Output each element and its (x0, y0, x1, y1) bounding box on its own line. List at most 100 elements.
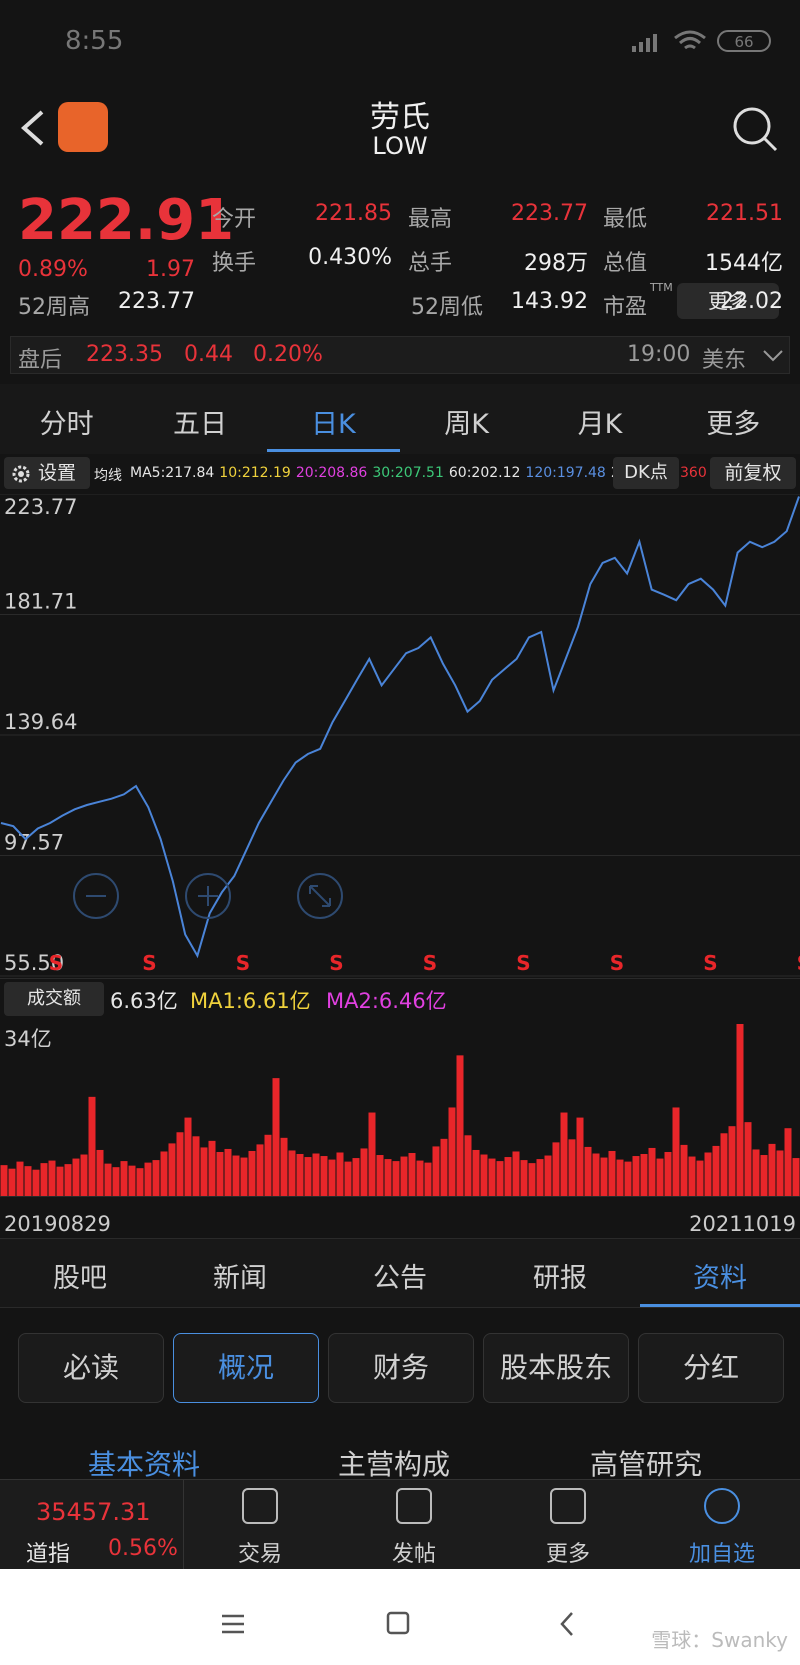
period-tab[interactable]: 日K (310, 409, 356, 440)
dk-button[interactable]: DK点 (613, 457, 679, 489)
field-value: 143.92 (511, 289, 588, 314)
volume-bar (568, 1139, 576, 1196)
search-button[interactable] (730, 104, 780, 154)
divider (183, 1479, 184, 1569)
volume-type-button[interactable]: 成交额 (4, 982, 104, 1016)
info-tab[interactable]: 新闻 (213, 1263, 267, 1294)
volume-bar (312, 1153, 320, 1196)
stock-ticker: LOW (372, 132, 428, 160)
volume-bar (504, 1157, 512, 1196)
period-tab[interactable]: 分时 (39, 409, 94, 440)
field-label: 总值 (603, 251, 648, 276)
field-sup: TTM (650, 281, 673, 294)
index-value: 35457.31 (36, 1498, 151, 1526)
section-tab[interactable]: 主营构成 (338, 1448, 451, 1481)
sub-button[interactable]: 股本股东 (483, 1333, 629, 1403)
period-tab[interactable]: 更多 (706, 409, 761, 440)
volume-bar (488, 1158, 496, 1196)
y-tick-label: 97.57 (4, 830, 64, 854)
stock-name: 劳氏 (370, 100, 430, 135)
volume-bar (128, 1165, 136, 1196)
bottom-icon (242, 1488, 278, 1524)
volume-bar (688, 1156, 696, 1196)
volume-bar (192, 1136, 200, 1196)
period-tab[interactable]: 五日 (172, 409, 227, 440)
volume-bar (384, 1159, 392, 1196)
period-tab[interactable]: 月K (577, 409, 623, 440)
last-price: 222.91 (18, 188, 235, 253)
settings-button[interactable]: 设置 (4, 457, 90, 489)
period-tab[interactable]: 周K (444, 409, 490, 440)
nav-buttons (222, 1611, 573, 1636)
volume-bar (440, 1138, 448, 1196)
active-underline (266, 449, 400, 452)
volume-bar (264, 1134, 272, 1196)
field-label: 最高 (408, 207, 453, 232)
volume-bar (712, 1145, 720, 1196)
field-value: 22.02 (720, 289, 783, 314)
y-tick-label: 34亿 (4, 1027, 52, 1051)
volume-bar (608, 1150, 616, 1196)
volume-bar (584, 1146, 592, 1196)
home-button[interactable] (386, 1611, 410, 1635)
active-underline (640, 1304, 800, 1307)
sub-button[interactable]: 必读 (18, 1333, 164, 1403)
volume-bar (512, 1151, 520, 1196)
sub-button[interactable]: 概况 (173, 1333, 319, 1403)
info-tab[interactable]: 研报 (533, 1263, 587, 1294)
bottom-item[interactable]: 交易 (237, 1542, 282, 1567)
sub-button[interactable]: 分红 (638, 1333, 784, 1403)
adjust-button[interactable]: 前复权 (710, 457, 796, 489)
y-tick-label: 139.64 (4, 710, 77, 734)
change: 1.97 (146, 257, 195, 282)
back-button[interactable] (18, 108, 48, 148)
volume-bar (576, 1117, 584, 1196)
volume-bar (480, 1154, 488, 1196)
volume-bar (536, 1159, 544, 1196)
volume-bar (0, 1165, 8, 1196)
menu-button[interactable] (222, 1614, 244, 1634)
volume-bar (456, 1055, 464, 1196)
volume-bar (16, 1161, 24, 1196)
info-tab[interactable]: 股吧 (53, 1263, 107, 1294)
back-nav-button[interactable] (560, 1612, 573, 1636)
volume-bar (648, 1147, 656, 1196)
volume-bar (520, 1160, 528, 1196)
volume-bar (88, 1096, 96, 1196)
battery-level: 66 (734, 33, 753, 51)
volume-bar (672, 1107, 680, 1196)
end-date: 20211019 (689, 1212, 796, 1236)
more-button[interactable]: 更多 (677, 283, 779, 319)
volume-bar (416, 1160, 424, 1196)
volume-bar (32, 1169, 40, 1196)
ma-value: 60:202.12 (448, 465, 521, 481)
app-logo (58, 102, 108, 152)
start-date: 20190829 (4, 1212, 111, 1236)
period-tabs (0, 384, 800, 454)
volume-bar (56, 1166, 64, 1196)
volume-bar (8, 1168, 16, 1196)
section-tab[interactable]: 基本资料 (88, 1448, 201, 1481)
info-tab[interactable]: 公告 (373, 1263, 427, 1294)
signal-marker: S (797, 951, 800, 975)
volume-bar (472, 1149, 480, 1196)
volume-bar (80, 1154, 88, 1196)
volume-bar (336, 1152, 344, 1196)
volume-bar (392, 1161, 400, 1196)
field-label: 52周低 (411, 295, 483, 320)
volume-bar (632, 1156, 640, 1196)
expand-icon[interactable] (762, 348, 784, 364)
bottom-item[interactable]: 加自选 (688, 1542, 755, 1567)
volume-bar (136, 1168, 144, 1196)
volume-bar (352, 1158, 360, 1196)
volume-ma2: MA2:6.46亿 (326, 989, 447, 1013)
sub-button[interactable]: 财务 (328, 1333, 474, 1403)
info-tab[interactable]: 资料 (693, 1263, 747, 1294)
after-hours-pct: 0.20% (253, 342, 323, 367)
volume-bar (232, 1155, 240, 1196)
field-value: 223.77 (118, 289, 195, 314)
bottom-item[interactable]: 更多 (545, 1542, 590, 1567)
section-tab[interactable]: 高管研究 (590, 1448, 703, 1481)
y-tick-label: 181.71 (4, 589, 77, 613)
bottom-item[interactable]: 发帖 (391, 1542, 436, 1567)
